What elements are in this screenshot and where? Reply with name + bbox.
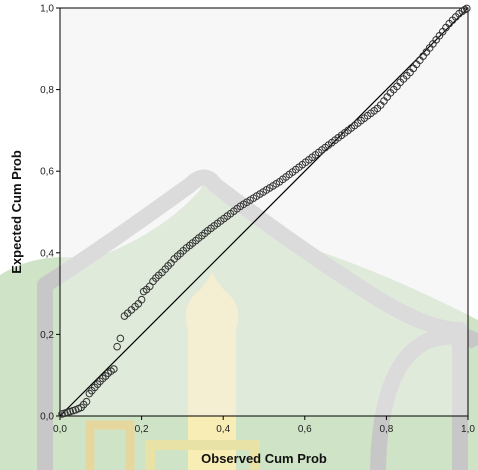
- x-tick-label: 1,0: [461, 424, 475, 435]
- data-point: [110, 365, 118, 373]
- x-tick-label: 0,2: [135, 424, 149, 435]
- data-point: [462, 4, 471, 13]
- y-tick-label: 1,0: [40, 4, 54, 15]
- data-point: [82, 397, 91, 406]
- y-tick-label: 0,0: [40, 412, 54, 423]
- reference-line-group: [59, 7, 469, 417]
- y-tick-label: 0,8: [40, 85, 54, 96]
- data-point: [137, 295, 146, 304]
- y-axis-title: Expected Cum Prob: [9, 150, 24, 274]
- y-tick-label: 0,4: [40, 248, 54, 259]
- data-point: [460, 5, 469, 14]
- y-tick-label: 0,6: [40, 167, 54, 178]
- y-tick-label: 0,2: [40, 330, 54, 341]
- axes: 0,00,0 0,2 0,2 0,4 0,4 0,6 0,6 0,8 0,8 1,0 1,0: [40, 4, 475, 436]
- x-tick-label: 0,8: [379, 424, 393, 435]
- reference-line: [59, 7, 469, 417]
- data-points: [58, 4, 471, 418]
- data-point: [113, 342, 121, 351]
- x-axis-title: Observed Cum Prob: [201, 451, 327, 466]
- data-point: [116, 334, 125, 343]
- x-tick-label: 0,6: [298, 424, 312, 435]
- x-tick-label: 0,4: [216, 424, 230, 435]
- x-tick-label: 0,0: [53, 424, 67, 435]
